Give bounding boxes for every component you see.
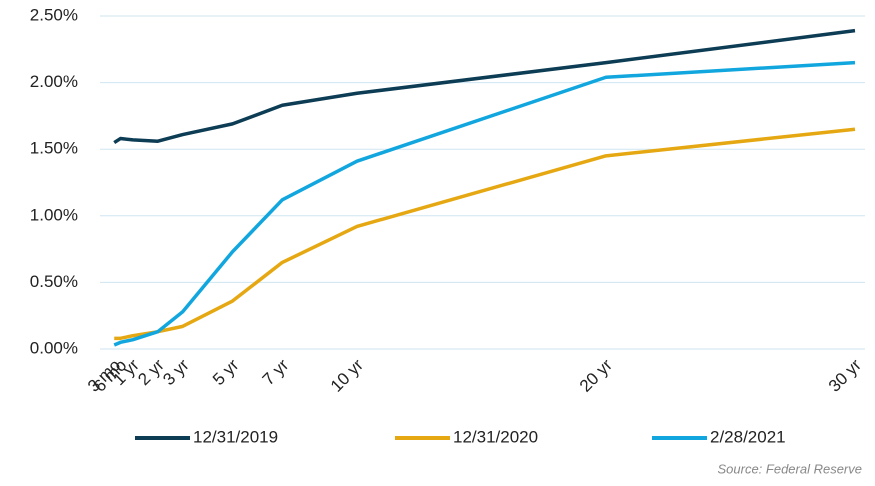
- y-tick-label: 0.00%: [30, 338, 78, 357]
- x-tick-label: 5 yr: [209, 355, 243, 389]
- x-tick-label: 3 yr: [159, 355, 193, 389]
- x-tick-label: 20 yr: [576, 355, 616, 395]
- legend-label: 12/31/2020: [453, 427, 538, 446]
- legend-label: 2/28/2021: [710, 427, 786, 446]
- x-tick-label: 10 yr: [327, 355, 367, 395]
- y-tick-label: 1.00%: [30, 205, 78, 224]
- y-tick-label: 1.50%: [30, 139, 78, 158]
- legend-label: 12/31/2019: [193, 427, 278, 446]
- series-line: [113, 28, 856, 145]
- y-tick-label: 2.00%: [30, 72, 78, 91]
- y-tick-label: 0.50%: [30, 272, 78, 291]
- y-tick-label: 2.50%: [30, 5, 78, 24]
- series-line: [113, 60, 856, 347]
- source-note: Source: Federal Reserve: [717, 461, 862, 476]
- x-tick-label: 7 yr: [259, 355, 293, 389]
- x-tick-label: 30 yr: [825, 355, 865, 395]
- series-line: [114, 127, 856, 341]
